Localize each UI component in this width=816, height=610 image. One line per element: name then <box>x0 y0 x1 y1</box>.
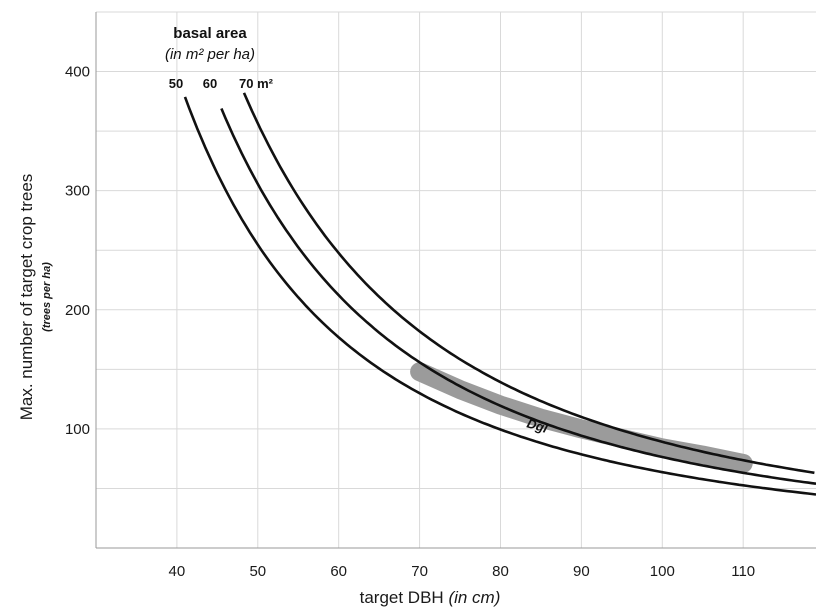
y-tick-label-300: 300 <box>65 183 90 200</box>
curve-label-50: 50 <box>169 76 183 91</box>
x-tick-label-90: 90 <box>573 563 590 580</box>
dgl-band <box>410 362 753 473</box>
y-tick-label-200: 200 <box>65 302 90 319</box>
y-axis-title: Max. number of target crop trees <box>17 174 36 421</box>
curve-60 <box>220 107 816 485</box>
curve-label-70: 70 m² <box>239 76 274 91</box>
curve-50 <box>183 96 816 496</box>
x-tick-label-40: 40 <box>169 563 186 580</box>
y-axis-unit: (trees per ha) <box>41 262 53 332</box>
y-tick-label-100: 100 <box>65 421 90 438</box>
basal-area-title: basal area <box>173 25 247 42</box>
basal-area-subtitle: (in m² per ha) <box>165 46 255 63</box>
axes: 40 50 60 70 80 90 100 110 100 200 300 400 <box>65 12 816 580</box>
x-axis-title: target DBH (in cm) <box>360 588 501 607</box>
x-tick-label-110: 110 <box>731 563 755 580</box>
dgl-band-path <box>410 362 753 473</box>
x-tick-label-80: 80 <box>492 563 509 580</box>
y-tick-label-400: 400 <box>65 64 90 81</box>
x-tick-label-50: 50 <box>249 563 266 580</box>
curve-70 <box>242 92 815 475</box>
x-tick-label-60: 60 <box>330 563 347 580</box>
x-tick-label-70: 70 <box>411 563 428 580</box>
basal-area-curves <box>183 92 816 496</box>
x-tick-label-100: 100 <box>650 563 675 580</box>
dgl-label: Dgl <box>525 415 550 436</box>
grid <box>96 11 816 548</box>
curve-label-60: 60 <box>203 76 217 91</box>
